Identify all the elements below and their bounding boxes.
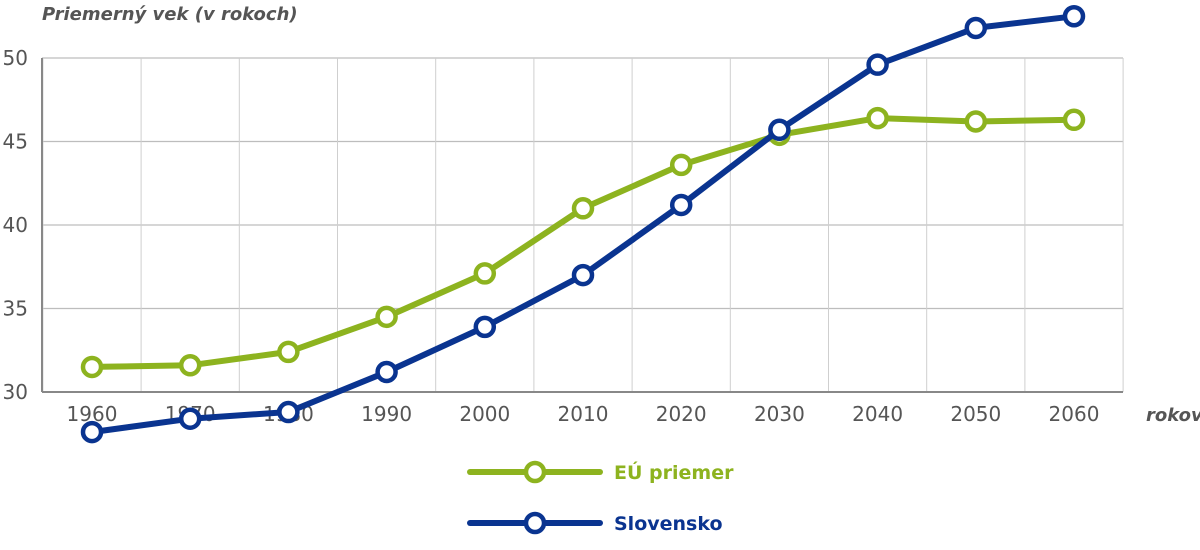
data-point <box>964 16 988 40</box>
x-tick-label: 2060 <box>1049 402 1100 426</box>
data-point <box>473 315 497 339</box>
legend: EÚ priemer Slovensko <box>467 460 734 535</box>
x-tick-label: 2010 <box>558 402 609 426</box>
legend-swatch-marker <box>523 460 547 484</box>
data-point <box>375 305 398 329</box>
data-point <box>1062 5 1086 28</box>
y-axis-title: Priemerný vek (v rokoch) <box>42 4 298 25</box>
y-tick-label: 35 <box>3 297 28 321</box>
y-tick-label: 40 <box>3 213 28 237</box>
x-tick-label: 2000 <box>459 402 510 426</box>
legend-label: Slovensko <box>614 513 723 535</box>
data-point <box>375 360 398 384</box>
data-point <box>80 355 104 379</box>
series-layer <box>80 5 1086 444</box>
data-point <box>571 197 595 220</box>
data-point <box>669 153 693 177</box>
x-tick-label: 2040 <box>852 402 903 426</box>
data-point <box>768 118 791 142</box>
data-point <box>866 53 889 76</box>
data-point <box>473 262 497 285</box>
data-point <box>1062 108 1086 132</box>
data-point <box>571 263 595 287</box>
y-tick-label: 30 <box>3 380 28 404</box>
grid <box>41 57 1124 393</box>
y-tick-labels: 30 35 40 45 50 <box>3 46 28 404</box>
data-point <box>964 110 988 133</box>
x-tick-label: 1990 <box>361 402 412 426</box>
legend-swatch-marker <box>523 511 547 535</box>
data-point <box>178 407 202 430</box>
data-point <box>277 340 300 364</box>
y-tick-label: 50 <box>3 46 28 70</box>
x-tick-label: 2020 <box>656 402 707 426</box>
data-point <box>866 106 889 130</box>
data-point <box>277 400 300 424</box>
x-tick-label: 2050 <box>950 402 1001 426</box>
y-tick-label: 45 <box>3 130 28 154</box>
data-point <box>669 193 693 217</box>
x-tick-label: 2030 <box>754 402 805 426</box>
data-point <box>178 354 202 377</box>
data-point <box>80 420 104 444</box>
x-axis-title: rokov <box>1146 405 1200 426</box>
legend-label: EÚ priemer <box>614 460 734 484</box>
